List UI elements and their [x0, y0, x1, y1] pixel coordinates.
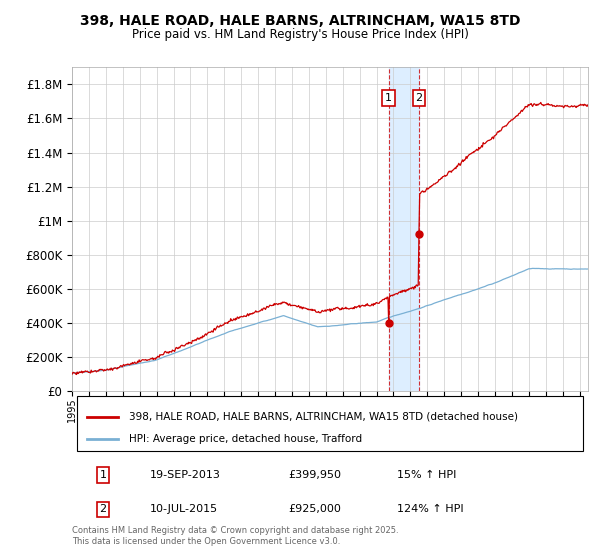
Text: 15% ↑ HPI: 15% ↑ HPI [397, 470, 457, 480]
Text: 1: 1 [385, 93, 392, 103]
FancyBboxPatch shape [77, 396, 583, 451]
Text: 1: 1 [100, 470, 106, 480]
Text: £925,000: £925,000 [289, 505, 341, 515]
Text: £399,950: £399,950 [289, 470, 342, 480]
Text: 398, HALE ROAD, HALE BARNS, ALTRINCHAM, WA15 8TD (detached house): 398, HALE ROAD, HALE BARNS, ALTRINCHAM, … [129, 412, 518, 422]
Text: 2: 2 [416, 93, 423, 103]
Text: 10-JUL-2015: 10-JUL-2015 [149, 505, 218, 515]
Text: 19-SEP-2013: 19-SEP-2013 [149, 470, 220, 480]
Text: 398, HALE ROAD, HALE BARNS, ALTRINCHAM, WA15 8TD: 398, HALE ROAD, HALE BARNS, ALTRINCHAM, … [80, 14, 520, 28]
Text: 124% ↑ HPI: 124% ↑ HPI [397, 505, 464, 515]
Text: 2: 2 [100, 505, 107, 515]
Text: Price paid vs. HM Land Registry's House Price Index (HPI): Price paid vs. HM Land Registry's House … [131, 28, 469, 41]
Text: Contains HM Land Registry data © Crown copyright and database right 2025.
This d: Contains HM Land Registry data © Crown c… [72, 526, 398, 545]
Text: HPI: Average price, detached house, Trafford: HPI: Average price, detached house, Traf… [129, 433, 362, 444]
Bar [389, 67, 419, 391]
